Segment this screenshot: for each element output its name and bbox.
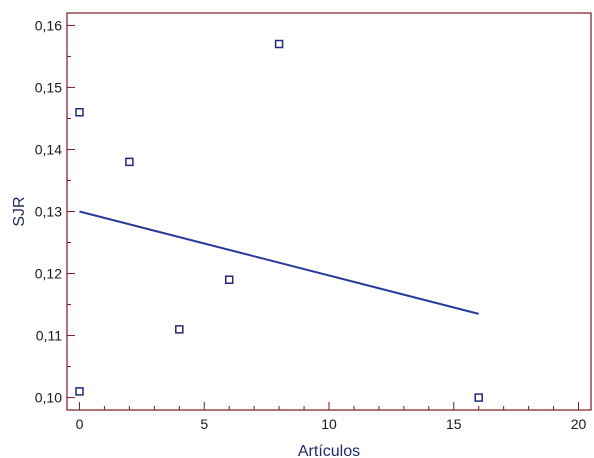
x-tick-label: 10 — [321, 416, 337, 432]
plot-frame — [66, 12, 592, 411]
x-axis-title: Artículos — [298, 443, 360, 458]
data-point — [274, 39, 284, 49]
data-point — [224, 275, 234, 284]
y-tick-label: 0,16 — [35, 17, 62, 33]
data-points — [75, 39, 483, 402]
data-point — [175, 325, 184, 334]
x-tick-label: 15 — [446, 416, 462, 432]
data-point — [75, 108, 84, 117]
regression-line — [79, 210, 479, 315]
y-tick-label: 0,11 — [36, 328, 62, 344]
x-tick-label: 5 — [200, 416, 208, 432]
x-tick-label: 0 — [76, 416, 84, 432]
x-tick-label: 20 — [571, 416, 587, 432]
data-point — [125, 157, 134, 167]
y-axis-title: SJR — [11, 196, 28, 226]
y-tick-label: 0,15 — [35, 79, 62, 95]
y-axis: 0,10 0,11 0,12 0,13 0,14 0,15 0,16 — [35, 17, 75, 406]
y-tick-label: 0,10 — [35, 390, 62, 406]
data-point — [75, 387, 84, 396]
data-point — [474, 393, 483, 402]
y-tick-label: 0,14 — [35, 141, 62, 157]
x-axis: 0 5 10 15 20 — [76, 402, 587, 432]
y-tick-label: 0,12 — [35, 266, 62, 282]
y-tick-label: 0,13 — [35, 204, 62, 220]
